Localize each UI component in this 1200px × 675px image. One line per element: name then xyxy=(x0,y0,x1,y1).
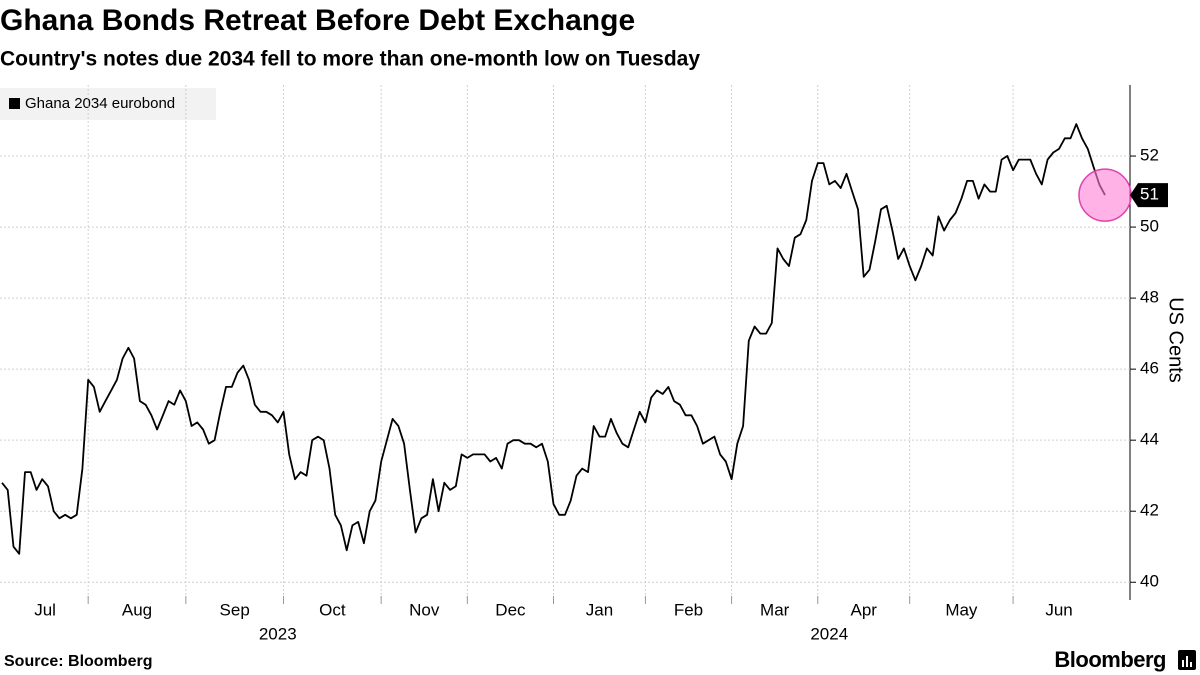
chart-subtitle: Country's notes due 2034 fell to more th… xyxy=(0,48,700,71)
source: Source: Bloomberg xyxy=(4,653,152,670)
x-tick-label: Feb xyxy=(674,600,703,619)
year-label: 2023 xyxy=(259,624,297,643)
highlight-circle xyxy=(1078,168,1132,222)
value-label-box xyxy=(1130,183,1168,208)
legend-box xyxy=(0,88,216,120)
y-tick-label: 52 xyxy=(1140,146,1159,165)
x-tick-label: May xyxy=(945,600,978,619)
line xyxy=(1,123,1106,555)
brand-icon xyxy=(1178,650,1196,670)
x-tick-label: Aug xyxy=(122,600,152,619)
y-tick-label: 46 xyxy=(1140,359,1159,378)
x-tick-label: Dec xyxy=(495,600,526,619)
y-tick-label: 40 xyxy=(1140,572,1159,591)
branding: Bloomberg xyxy=(1054,647,1166,672)
chart-title: Ghana Bonds Retreat Before Debt Exchange xyxy=(0,4,635,37)
x-tick-label: Nov xyxy=(409,600,440,619)
value-label: 51 xyxy=(1140,185,1159,204)
legend: Ghana 2034 eurobond xyxy=(0,88,216,120)
legend-label: Ghana 2034 eurobond xyxy=(25,95,175,112)
x-tick-label: Oct xyxy=(319,600,346,619)
x-tick-label: Jan xyxy=(586,600,613,619)
y-axis-label: US Cents xyxy=(1165,297,1187,383)
x-tick-label: Jul xyxy=(34,600,56,619)
y-tick-label: 50 xyxy=(1140,217,1159,236)
x-tick-label: Sep xyxy=(220,600,250,619)
year-label: 2024 xyxy=(810,624,848,643)
legend-swatch xyxy=(9,98,20,109)
x-tick-label: Mar xyxy=(760,600,790,619)
y-tick-label: 44 xyxy=(1140,430,1159,449)
y-tick-label: 42 xyxy=(1140,501,1159,520)
x-tick-label: Apr xyxy=(850,600,877,619)
x-tick-label: Jun xyxy=(1045,600,1072,619)
y-tick-label: 48 xyxy=(1140,288,1159,307)
